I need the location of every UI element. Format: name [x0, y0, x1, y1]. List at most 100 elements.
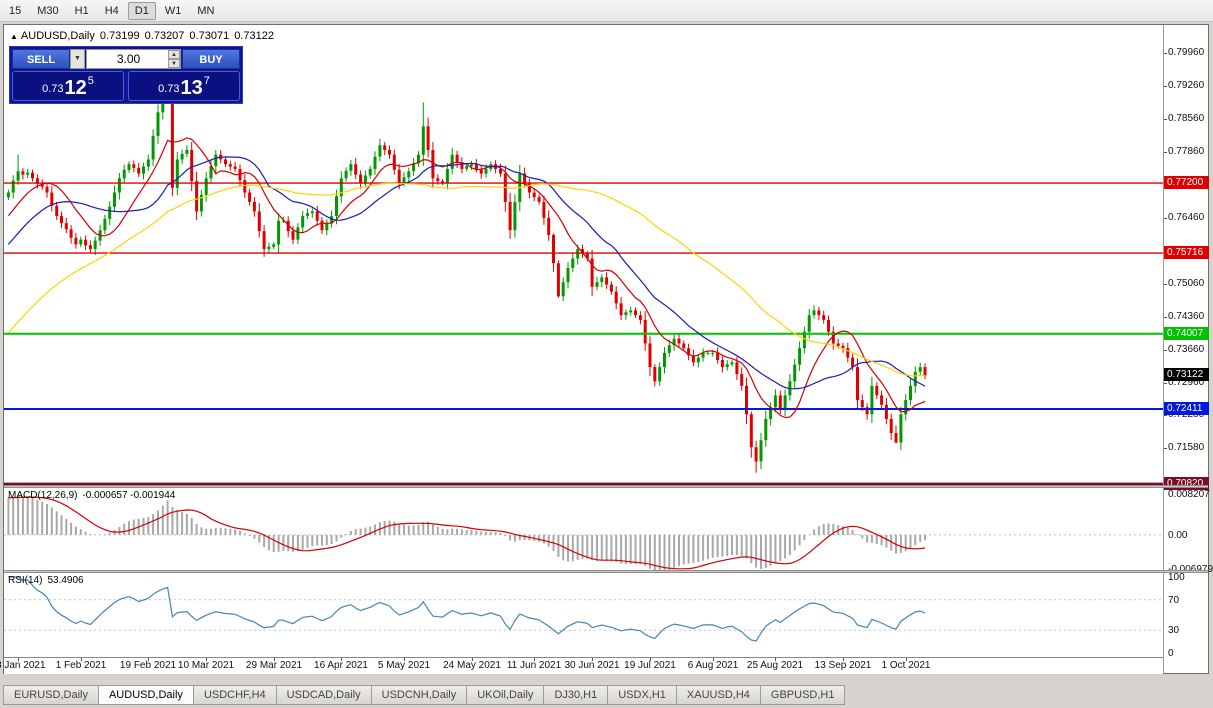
volume-stepper-down[interactable]: ▼ — [168, 59, 180, 68]
buy-price-display[interactable]: 0.73 13 7 — [128, 71, 240, 101]
chart-ohlc-header: ▲ AUDUSD,Daily 0.73199 0.73207 0.73071 0.7312… — [10, 30, 279, 42]
volume-stepper-up[interactable]: ▲ — [168, 50, 180, 59]
buy-price-sup: 7 — [203, 75, 210, 87]
axis-tick-mark — [1164, 119, 1167, 120]
ma-55 — [7, 182, 926, 377]
axis-tick-mark — [1164, 317, 1167, 318]
main-price-chart[interactable] — [4, 25, 1163, 485]
chart-tab-audusd-daily[interactable]: AUDUSD,Daily — [97, 685, 193, 705]
date-label: 25 Aug 2021 — [746, 660, 804, 671]
macd-axis-label: 0.00 — [1168, 529, 1188, 541]
sell-button[interactable]: SELL — [12, 49, 70, 69]
axis-tick-mark — [1164, 415, 1167, 416]
timeframe-button-H4[interactable]: H4 — [104, 4, 119, 17]
chart-tab-eurusd-daily[interactable]: EURUSD,Daily — [3, 685, 98, 705]
buy-price-prefix: 0.73 — [158, 83, 180, 95]
chart-tab-dj30-h1[interactable]: DJ30,H1 — [543, 685, 608, 705]
date-label: 19 Feb 2021 — [119, 660, 177, 671]
pane-separator[interactable] — [4, 570, 1208, 573]
macd-axis-label: 0.008207 — [1168, 489, 1210, 501]
date-tick-mark — [592, 658, 593, 661]
date-label: 16 Apr 2021 — [314, 660, 368, 671]
chart-tab-usdchf-h4[interactable]: USDCHF,H4 — [192, 685, 276, 705]
rsi-name: RSI(14) — [8, 575, 43, 586]
date-tick-mark — [906, 658, 907, 661]
rsi-line — [8, 576, 926, 642]
date-label: 6 Aug 2021 — [687, 660, 739, 671]
chart-tab-usdx-h1[interactable]: USDX,H1 — [607, 685, 676, 705]
date-tick-mark — [18, 658, 19, 661]
price-line-tag-0.70820: 0.70820 — [1164, 477, 1209, 490]
buy-price-big: 13 — [180, 77, 203, 99]
timeframe-button-D1[interactable]: D1 — [127, 1, 156, 20]
date-tick-mark — [472, 658, 473, 661]
date-tick-mark — [534, 658, 535, 661]
date-label: 29 Mar 2021 — [245, 660, 303, 671]
rsi-axis-label: 0 — [1168, 648, 1174, 659]
date-tick-mark — [81, 658, 82, 661]
date-tick-mark — [713, 658, 714, 661]
date-tick-mark — [775, 658, 776, 661]
lot-dropdown-button[interactable]: ▼ — [70, 49, 85, 69]
rsi-axis-label: 100 — [1168, 572, 1185, 583]
ohlc-close: 0.73122 — [234, 30, 274, 42]
date-label: 30 Jun 2021 — [564, 660, 620, 671]
timeframe-button-MN[interactable]: MN — [197, 4, 215, 17]
price-line-tag-0.77200: 0.77200 — [1164, 176, 1209, 189]
ohlc-low: 0.73071 — [189, 30, 230, 42]
chart-title: AUDUSD,Daily — [20, 30, 95, 42]
macd-values: -0.000657 -0.001944 — [82, 490, 176, 501]
date-tick-mark — [148, 658, 149, 661]
timeframe-button-W1[interactable]: W1 — [164, 4, 182, 17]
rsi-axis-label: 30 — [1168, 625, 1180, 637]
date-tick-mark — [843, 658, 844, 661]
date-tick-mark — [274, 658, 275, 661]
timeframe-button-M30[interactable]: M30 — [37, 4, 59, 17]
rsi-axis-label: 70 — [1168, 594, 1180, 606]
chart-tab-usdcnh-daily[interactable]: USDCNH,Daily — [370, 685, 467, 705]
chart-tab-usdcad-daily[interactable]: USDCAD,Daily — [275, 685, 371, 705]
chart-tabs-bar: EURUSD,Daily AUDUSD,Daily USDCHF,H4 USDCAD,… — [0, 674, 1213, 708]
axis-tick-mark — [1164, 350, 1167, 351]
sell-price-display[interactable]: 0.73 12 5 — [12, 71, 124, 101]
volume-input[interactable] — [87, 50, 180, 68]
axis-tick-mark — [1164, 383, 1167, 384]
rsi-value: 53.4906 — [47, 575, 84, 586]
macd-name: MACD(12,26,9) — [8, 490, 78, 501]
chart-tab-xauusd-h4[interactable]: XAUUSD,H4 — [675, 685, 760, 705]
date-label: 13 Jan 2021 — [0, 660, 46, 671]
price-tick-label: 0.79960 — [1168, 47, 1205, 58]
macd-indicator-pane — [4, 496, 1163, 570]
ohlc-open: 0.73199 — [99, 30, 140, 42]
chart-tab-ukoil-daily[interactable]: UKOil,Daily — [466, 685, 544, 705]
price-line-tag-0.75716: 0.75716 — [1164, 246, 1209, 259]
chart-tab-gbpusd-h1[interactable]: GBPUSD,H1 — [759, 685, 846, 705]
axis-tick-mark — [1164, 218, 1167, 219]
price-line-tag-0.74007: 0.74007 — [1164, 327, 1209, 340]
chart-window: ▲ AUDUSD,Daily 0.73199 0.73207 0.73071 0.7312… — [0, 24, 1213, 674]
pane-separator[interactable] — [4, 485, 1208, 488]
date-label: 5 May 2021 — [377, 660, 431, 671]
timeframe-button-H1[interactable]: H1 — [74, 4, 89, 17]
price-axis[interactable]: 0.79960 0.79260 0.78560 0.77860 0.76460 0.750… — [1163, 25, 1213, 673]
rsi-label: RSI(14) 53.4906 — [8, 575, 89, 586]
price-tick-label: 0.74360 — [1168, 311, 1205, 322]
date-label: 24 May 2021 — [443, 660, 501, 671]
date-label: 1 Feb 2021 — [55, 660, 107, 671]
rsi-indicator-pane — [4, 576, 1163, 642]
date-tick-mark — [341, 658, 342, 661]
timeframe-button-15[interactable]: 15 — [9, 4, 22, 17]
timeframe-toolbar: 15 M30 H1 H4 D1 W1 MN — [0, 0, 1213, 22]
macd-label: MACD(12,26,9) -0.000657 -0.001944 — [8, 490, 180, 501]
date-label: 1 Oct 2021 — [881, 660, 931, 671]
macd-histogram — [7, 496, 926, 570]
axis-tick-mark — [1164, 152, 1167, 153]
price-tick-label: 0.79260 — [1168, 80, 1205, 91]
ma-10 — [7, 137, 926, 419]
ma-21 — [7, 156, 926, 390]
buy-button[interactable]: BUY — [182, 49, 240, 69]
price-tick-label: 0.73660 — [1168, 344, 1205, 355]
date-label: 19 Jul 2021 — [624, 660, 676, 671]
